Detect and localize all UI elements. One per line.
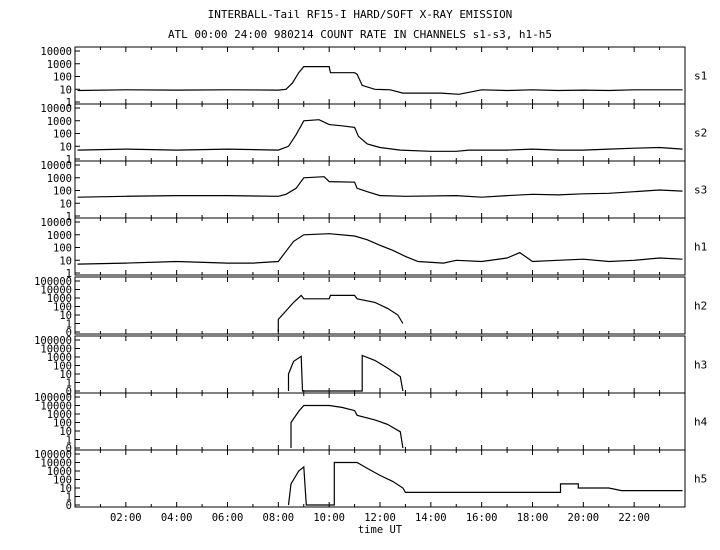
y-tick-label-h2-5: 10000 — [40, 285, 72, 297]
panel-frame-s1 — [74, 46, 686, 105]
panel-label-h5: h5 — [694, 473, 707, 486]
y-tick-label-h1-3: 1000 — [47, 230, 72, 242]
series-line-s2 — [77, 119, 683, 152]
y-tick-label-h4-1: 1 — [66, 435, 72, 447]
series-line-h1 — [77, 233, 683, 265]
y-tick-label-h5-0: 0 — [66, 500, 72, 512]
panel-frame-h3 — [74, 335, 686, 394]
y-tick-label-h3-3: 100 — [53, 361, 72, 373]
panel-label-h4: h4 — [694, 416, 708, 429]
series-line-h5 — [287, 461, 683, 506]
panel-frame-h2 — [74, 276, 686, 335]
y-tick-label-h3-6: 100000 — [34, 335, 72, 347]
y-tick-label-h2-6: 100000 — [34, 276, 72, 288]
y-tick-label-h2-3: 100 — [53, 302, 72, 314]
series-line-s3 — [77, 176, 683, 198]
y-tick-label-s3-3: 1000 — [47, 173, 72, 185]
series-line-h4 — [290, 404, 404, 449]
x-tick-label-5: 12:00 — [364, 512, 396, 524]
chart-subtitle: ATL 00:00 24:00 980214 COUNT RATE IN CHA… — [167, 28, 553, 41]
y-tick-label-h5-6: 100000 — [34, 449, 72, 461]
series-line-h3 — [287, 354, 404, 392]
x-tick-label-0: 02:00 — [110, 512, 142, 524]
y-tick-label-h2-2: 10 — [59, 310, 72, 322]
y-tick-label-h5-4: 1000 — [47, 466, 72, 478]
y-tick-label-h4-5: 10000 — [40, 401, 72, 413]
y-tick-label-s1-2: 100 — [53, 72, 72, 84]
y-tick-label-h2-4: 1000 — [47, 293, 72, 305]
y-tick-label-h2-0: 0 — [66, 327, 72, 339]
y-tick-label-h4-3: 100 — [53, 418, 72, 430]
y-tick-label-s2-0: 1 — [66, 154, 72, 166]
x-tick-label-10: 22:00 — [618, 512, 650, 524]
y-tick-label-h2-1: 1 — [66, 319, 72, 331]
y-tick-label-s3-2: 100 — [53, 186, 72, 198]
x-tick-label-6: 14:00 — [415, 512, 447, 524]
x-tick-label-4: 10:00 — [313, 512, 345, 524]
y-tick-label-s2-4: 10000 — [40, 103, 72, 115]
y-tick-label-s2-1: 10 — [59, 141, 72, 153]
y-tick-label-h4-6: 100000 — [34, 392, 72, 404]
y-tick-label-s1-0: 1 — [66, 97, 72, 109]
y-tick-label-s3-0: 1 — [66, 211, 72, 223]
panel-label-h2: h2 — [694, 300, 707, 313]
chart-title: INTERBALL-Tail RF15-I HARD/SOFT X-RAY EM… — [207, 8, 513, 21]
x-tick-label-3: 08:00 — [263, 512, 295, 524]
y-tick-label-h4-0: 0 — [66, 443, 72, 455]
x-tick-label-2: 06:00 — [212, 512, 244, 524]
panel-frame-h1 — [74, 217, 686, 276]
panel-label-s1: s1 — [694, 70, 707, 83]
y-tick-label-h3-2: 10 — [59, 369, 72, 381]
y-tick-label-s1-3: 1000 — [47, 59, 72, 71]
y-tick-label-h1-2: 100 — [53, 243, 72, 255]
series-line-s1 — [77, 66, 683, 95]
y-tick-label-h5-1: 1 — [66, 492, 72, 504]
y-tick-label-s3-4: 10000 — [40, 160, 72, 172]
y-tick-label-h1-1: 10 — [59, 255, 72, 267]
y-tick-label-h5-2: 10 — [59, 483, 72, 495]
panel-frame-h5 — [74, 449, 686, 508]
y-tick-label-h1-0: 1 — [66, 268, 72, 280]
y-tick-label-h4-4: 1000 — [47, 409, 72, 421]
x-tick-label-9: 20:00 — [568, 512, 600, 524]
y-tick-label-s3-1: 10 — [59, 198, 72, 210]
y-tick-label-s2-2: 100 — [53, 129, 72, 141]
x-tick-label-1: 04:00 — [161, 512, 193, 524]
y-tick-label-h3-5: 10000 — [40, 344, 72, 356]
y-tick-label-h4-2: 10 — [59, 426, 72, 438]
y-tick-label-h3-1: 1 — [66, 378, 72, 390]
panel-label-s2: s2 — [694, 127, 707, 140]
y-tick-label-s1-4: 10000 — [40, 46, 72, 58]
y-tick-label-s1-1: 10 — [59, 84, 72, 96]
series-line-h2 — [277, 294, 404, 332]
panel-frame-s2 — [74, 103, 686, 162]
x-tick-label-7: 16:00 — [466, 512, 498, 524]
panel-frame-s3 — [74, 160, 686, 219]
x-tick-label-8: 18:00 — [517, 512, 549, 524]
y-tick-label-h3-0: 0 — [66, 386, 72, 398]
x-axis-label: time UT — [358, 524, 403, 536]
y-tick-label-h1-4: 10000 — [40, 217, 72, 229]
panel-label-h3: h3 — [694, 359, 707, 372]
panel-label-s3: s3 — [694, 184, 707, 197]
y-tick-label-h3-4: 1000 — [47, 352, 72, 364]
y-tick-label-s2-3: 1000 — [47, 116, 72, 128]
panel-label-h1: h1 — [694, 241, 707, 254]
y-tick-label-h5-3: 100 — [53, 475, 72, 487]
y-tick-label-h5-5: 10000 — [40, 458, 72, 470]
